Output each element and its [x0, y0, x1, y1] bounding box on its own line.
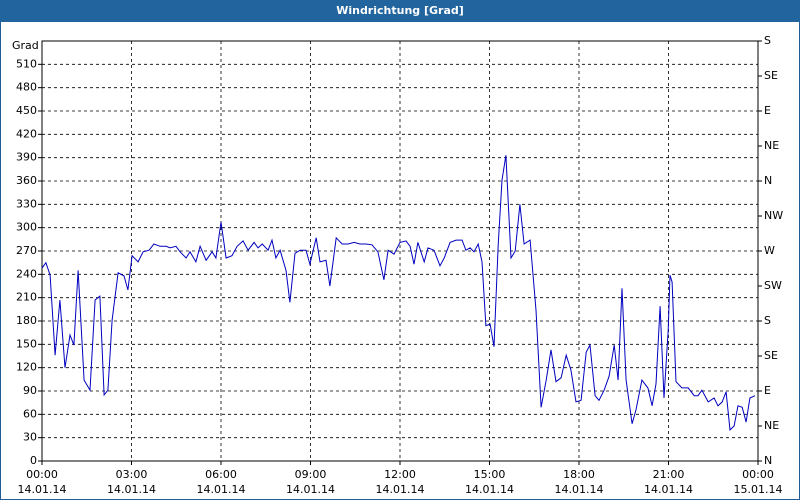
chart-title: Windrichtung [Grad] — [336, 4, 464, 17]
y-tick-label: 270 — [16, 244, 37, 257]
x-tick-date: 14.01.14 — [644, 483, 693, 496]
y-tick-label: 420 — [16, 127, 37, 140]
y2-tick-label: NE — [764, 139, 779, 152]
x-tick-label: 00:00 — [26, 468, 58, 481]
y-tick-label: 510 — [16, 57, 37, 70]
x-tick-date: 14.01.14 — [465, 483, 514, 496]
y-tick-label: 180 — [16, 314, 37, 327]
x-tick-date: 15.01.14 — [734, 483, 783, 496]
y2-tick-label: SE — [764, 69, 778, 82]
y-axis-label: Grad — [12, 39, 39, 52]
y-tick-label: 210 — [16, 291, 37, 304]
x-tick-label: 18:00 — [563, 468, 595, 481]
y-tick-label: 240 — [16, 267, 37, 280]
x-tick-date: 14.01.14 — [286, 483, 335, 496]
y2-tick-label: NE — [764, 419, 779, 432]
x-tick-label: 03:00 — [116, 468, 148, 481]
y-tick-label: 300 — [16, 221, 37, 234]
y-tick-label: 330 — [16, 197, 37, 210]
y2-tick-label: S — [764, 34, 771, 47]
x-tick-label: 06:00 — [205, 468, 237, 481]
y2-tick-label: S — [764, 314, 771, 327]
x-tick-date: 14.01.14 — [18, 483, 67, 496]
y-tick-label: 360 — [16, 174, 37, 187]
x-tick-label: 12:00 — [384, 468, 416, 481]
y2-tick-label: SE — [764, 349, 778, 362]
y-tick-label: 60 — [23, 407, 37, 420]
y-tick-label: 150 — [16, 337, 37, 350]
y2-tick-label: W — [764, 244, 775, 257]
x-tick-date: 14.01.14 — [376, 483, 425, 496]
title-bar — [0, 0, 800, 22]
x-tick-label: 21:00 — [653, 468, 685, 481]
x-tick-date: 14.01.14 — [107, 483, 156, 496]
y2-tick-label: N — [764, 174, 772, 187]
y-tick-label: 390 — [16, 151, 37, 164]
x-tick-date: 14.01.14 — [555, 483, 604, 496]
y2-tick-label: E — [764, 104, 771, 117]
y2-tick-label: N — [764, 454, 772, 467]
y2-tick-label: NW — [764, 209, 783, 222]
y2-tick-label: E — [764, 384, 771, 397]
x-tick-date: 14.01.14 — [197, 483, 246, 496]
x-tick-label: 00:00 — [742, 468, 774, 481]
x-tick-label: 15:00 — [474, 468, 506, 481]
y-tick-label: 30 — [23, 431, 37, 444]
y-tick-label: 0 — [30, 454, 37, 467]
y-tick-label: 480 — [16, 81, 37, 94]
data-line — [41, 155, 756, 431]
x-tick-label: 09:00 — [295, 468, 327, 481]
y-tick-label: 120 — [16, 361, 37, 374]
y2-tick-label: SW — [764, 279, 782, 292]
y-tick-label: 450 — [16, 104, 37, 117]
y-tick-label: 90 — [23, 384, 37, 397]
